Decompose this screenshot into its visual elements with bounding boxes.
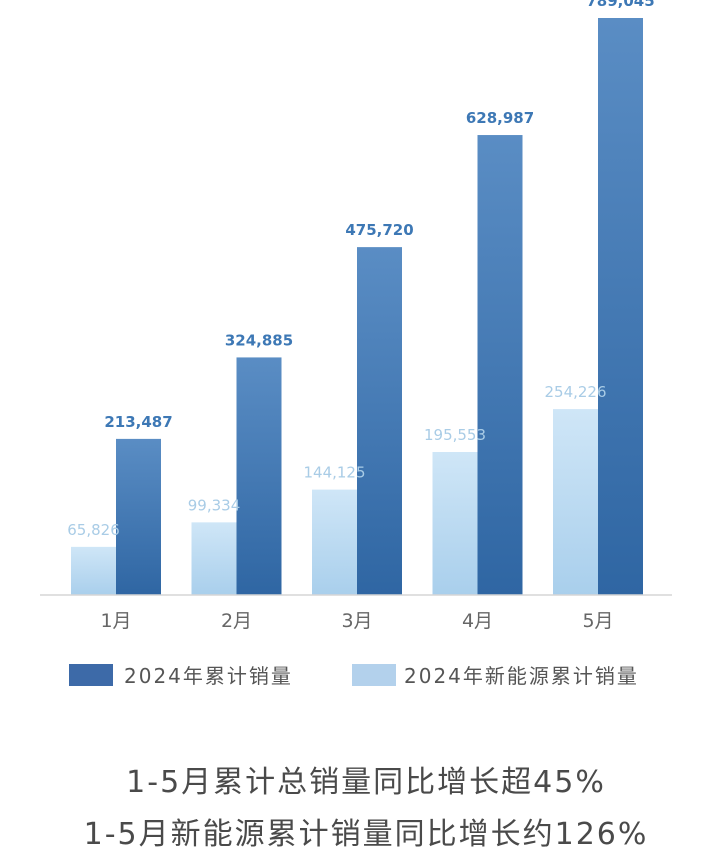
value-label-total-5: 789,045 <box>586 0 654 10</box>
value-label-total-1: 213,487 <box>104 413 172 431</box>
bar-total-4 <box>477 135 523 595</box>
value-label-nev-1: 65,826 <box>67 521 120 539</box>
bar-total-2 <box>236 357 282 595</box>
bar-nev-4 <box>432 451 478 595</box>
bar-total-1 <box>116 438 161 595</box>
legend-swatch-total <box>69 664 113 686</box>
x-tick-label-2: 2月 <box>221 610 252 632</box>
bar-total-3 <box>357 247 402 595</box>
x-tick-label-4: 4月 <box>462 610 493 632</box>
legend: 2024年累计销量 2024年新能源累计销量 <box>69 664 639 688</box>
value-label-total-2: 324,885 <box>225 331 293 349</box>
bar-nev-2 <box>191 522 237 595</box>
x-tick-labels-group: 1月 2月 3月 4月 5月 <box>100 610 613 632</box>
value-labels-group: 65,826 213,487 99,334 324,885 144,125 475,720… <box>67 0 654 539</box>
value-label-nev-4: 195,553 <box>424 426 486 444</box>
legend-label-nev: 2024年新能源累计销量 <box>404 664 639 688</box>
bar-nev-1 <box>71 546 116 595</box>
value-label-total-4: 628,987 <box>466 109 534 127</box>
value-label-nev-5: 254,226 <box>544 383 606 401</box>
x-tick-label-3: 3月 <box>341 610 372 632</box>
value-label-total-3: 475,720 <box>345 221 413 239</box>
value-label-nev-3: 144,125 <box>303 464 365 482</box>
x-tick-label-5: 5月 <box>582 610 613 632</box>
value-label-nev-2: 99,334 <box>188 496 241 514</box>
bar-total-5 <box>598 18 643 595</box>
summary-line-2: 1-5月新能源累计销量同比增长约126% <box>84 817 649 852</box>
legend-swatch-nev <box>352 664 396 686</box>
x-tick-label-1: 1月 <box>100 610 131 632</box>
legend-label-total: 2024年累计销量 <box>124 664 293 688</box>
summary-line-1: 1-5月累计总销量同比增长超45% <box>126 765 606 800</box>
bar-nev-5 <box>553 409 598 595</box>
bars-group <box>71 18 643 595</box>
bar-nev-3 <box>312 489 357 595</box>
